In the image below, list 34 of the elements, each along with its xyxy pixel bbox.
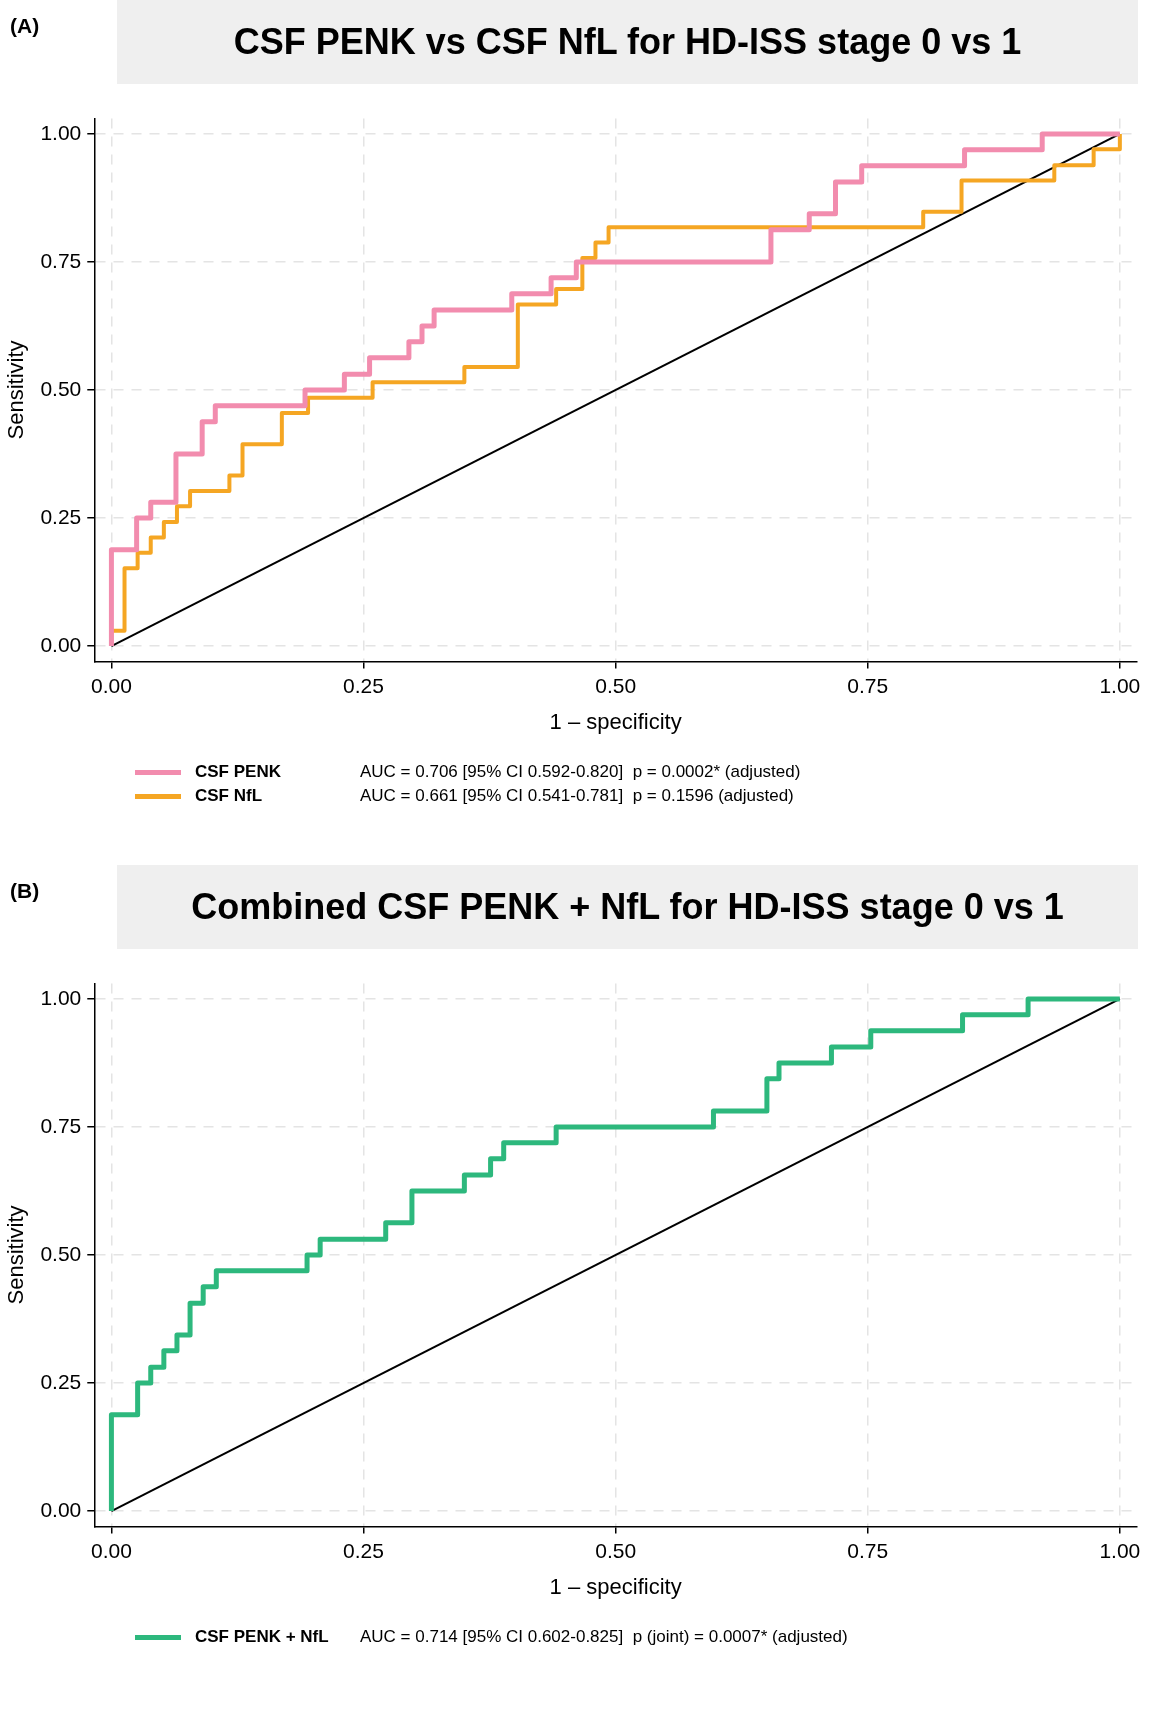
x-axis-title: 1 – specificity (549, 1573, 682, 1599)
text: AUC = 0.714 [95% CI 0.602-0.825] p (joint) = 0.0007* (adjusted) (360, 1626, 848, 1648)
legend-label: CSF NfL (195, 785, 264, 807)
y-tick-label: 0.25 (40, 504, 82, 528)
y-tick-label: 0.50 (40, 376, 82, 400)
y-tick-label: 0.00 (40, 632, 82, 656)
text: AUC = 0.706 [95% CI 0.592-0.820] p = 0.0002* (adjusted) (360, 761, 801, 783)
text: (A) (10, 14, 40, 38)
text: (B) (10, 879, 40, 903)
chart-title: Combined CSF PENK + NfL for HD-ISS stage 0 vs 1 (117, 865, 1138, 949)
x-tick-label: 0.00 (90, 673, 132, 697)
legend-label: CSF PENK (195, 761, 282, 783)
x-tick-label: 1.00 (1099, 1538, 1141, 1562)
x-tick-label: 0.50 (595, 1538, 637, 1562)
x-tick-label: 0.75 (847, 673, 889, 697)
x-tick-label: 1.00 (1099, 673, 1141, 697)
x-tick-label: 0.25 (343, 1538, 384, 1562)
legend-label: CSF PENK + NfL (195, 1626, 330, 1648)
x-axis-title: 1 – specificity (549, 708, 682, 734)
y-tick-label: 0.25 (40, 1369, 82, 1393)
y-tick-label: 0.50 (40, 1241, 82, 1265)
y-tick-label: 0.00 (40, 1497, 82, 1521)
y-tick-label: 0.75 (40, 1113, 82, 1137)
y-tick-label: 1.00 (40, 985, 82, 1009)
x-tick-label: 0.75 (847, 1538, 889, 1562)
y-axis-title: Sensitivity (3, 340, 29, 440)
chart-title: CSF PENK vs CSF NfL for HD-ISS stage 0 vs 1 (117, 0, 1138, 84)
x-tick-label: 0.25 (343, 673, 384, 697)
x-tick-label: 0.50 (595, 673, 637, 697)
y-tick-label: 0.75 (40, 248, 82, 272)
y-axis-title: Sensitivity (3, 1205, 29, 1305)
y-tick-label: 1.00 (40, 120, 82, 144)
x-tick-label: 0.00 (90, 1538, 132, 1562)
text: AUC = 0.661 [95% CI 0.541-0.781] p = 0.1596 (adjusted) (360, 785, 794, 807)
